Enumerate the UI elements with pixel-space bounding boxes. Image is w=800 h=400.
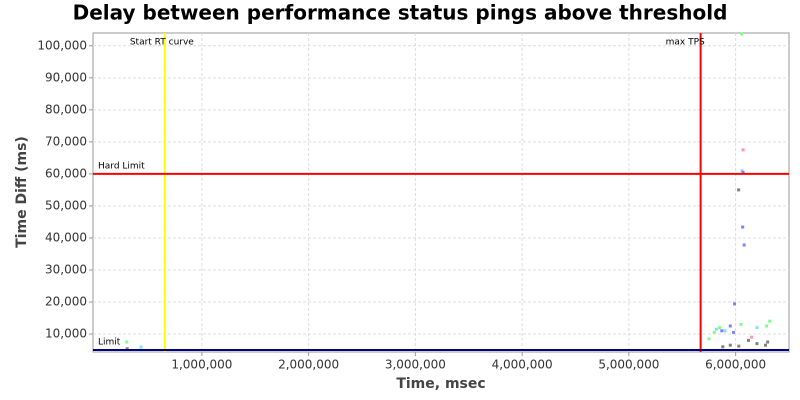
point bbox=[712, 330, 716, 334]
y-axis-label: Time Diff (ms) bbox=[14, 136, 30, 248]
point bbox=[737, 188, 741, 192]
point bbox=[728, 324, 732, 328]
point bbox=[733, 302, 737, 306]
y-tick-label: 30,000 bbox=[45, 262, 87, 276]
point bbox=[766, 340, 770, 344]
point bbox=[718, 326, 722, 330]
y-tick-label: 50,000 bbox=[45, 198, 87, 212]
point bbox=[721, 345, 725, 349]
x-tick-label: 1,000,000 bbox=[171, 358, 232, 372]
point bbox=[750, 335, 754, 339]
point bbox=[728, 343, 732, 347]
point bbox=[740, 32, 744, 36]
point bbox=[731, 330, 735, 334]
y-tick-label: 70,000 bbox=[45, 134, 87, 148]
x-tick-label: 3,000,000 bbox=[385, 358, 446, 372]
reference-label: Limit bbox=[98, 337, 121, 347]
point bbox=[764, 343, 768, 347]
x-tick-label: 6,000,000 bbox=[705, 358, 766, 372]
y-tick-label: 100,000 bbox=[37, 38, 87, 52]
point bbox=[707, 337, 711, 341]
plot-area: 10,000 20,000 30,000 40,000 50,000 60,000 70,0… bbox=[37, 32, 790, 372]
point bbox=[741, 148, 745, 152]
x-tick-label: 4,000,000 bbox=[492, 358, 553, 372]
point bbox=[742, 243, 746, 247]
y-tick-label: 60,000 bbox=[45, 166, 87, 180]
reference-label: max TPS bbox=[666, 38, 705, 48]
reference-label: Start RT curve bbox=[130, 38, 194, 48]
point bbox=[740, 169, 744, 173]
point bbox=[714, 327, 718, 331]
x-tick-label: 5,000,000 bbox=[598, 358, 659, 372]
x-tick-label: 2,000,000 bbox=[278, 358, 339, 372]
point bbox=[737, 344, 741, 348]
point bbox=[739, 322, 743, 326]
point bbox=[741, 170, 745, 174]
point bbox=[746, 338, 750, 342]
reference-label: Hard Limit bbox=[98, 161, 145, 171]
y-tick-label: 20,000 bbox=[45, 294, 87, 308]
point bbox=[723, 329, 727, 333]
point bbox=[125, 340, 129, 344]
point bbox=[720, 329, 724, 333]
x-axis-label: Time, msec bbox=[396, 376, 485, 392]
point bbox=[768, 319, 772, 323]
point bbox=[755, 326, 759, 330]
point bbox=[755, 342, 759, 346]
point bbox=[139, 345, 143, 349]
point bbox=[741, 225, 745, 229]
plot-background bbox=[92, 32, 790, 353]
y-tick-label: 10,000 bbox=[45, 326, 87, 340]
point bbox=[765, 324, 769, 328]
y-tick-label: 90,000 bbox=[45, 70, 87, 84]
y-tick-label: 80,000 bbox=[45, 102, 87, 116]
point bbox=[125, 347, 129, 351]
y-tick-label: 40,000 bbox=[45, 230, 87, 244]
chart-title: Delay between performance status pings a… bbox=[73, 1, 728, 25]
